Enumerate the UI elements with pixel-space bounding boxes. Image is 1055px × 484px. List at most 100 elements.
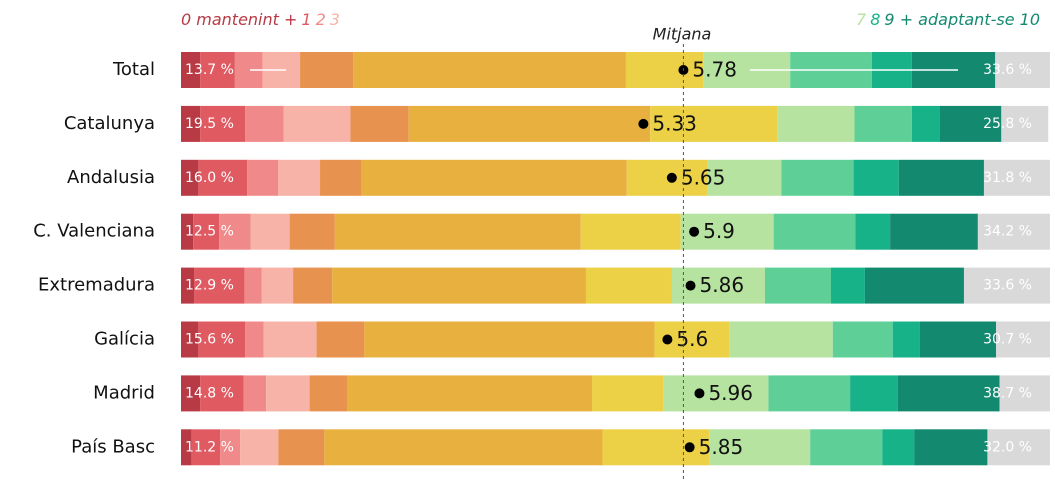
bar-segment (580, 213, 681, 250)
bar-segment (408, 105, 651, 142)
bar-segment (361, 159, 627, 196)
mean-label: Mitjana (653, 25, 712, 44)
mean-value: 5.9 (703, 219, 735, 243)
bar-segment (220, 429, 241, 466)
bar-segment (919, 321, 997, 358)
bar-segment (320, 159, 362, 196)
bar-segment (592, 375, 664, 412)
mean-dot (662, 334, 673, 345)
bar-segment (245, 321, 264, 358)
bar-segment (963, 267, 1050, 304)
bar-segment (729, 321, 833, 358)
bar-segment (364, 321, 655, 358)
high-share-label: 31.8 % (983, 170, 1032, 186)
bar-segment (897, 375, 1000, 412)
legend-item: 0 mantenint + (181, 10, 297, 29)
high-share-label: 32.0 % (983, 439, 1032, 455)
bar-segment (810, 429, 883, 466)
bar-segment (245, 105, 284, 142)
mean-value: 5.86 (700, 273, 745, 297)
low-share-label: 11.2 % (185, 439, 234, 455)
high-share-label: 33.6 % (983, 278, 1032, 294)
category-label: País Basc (71, 436, 155, 457)
bar-segment (777, 105, 855, 142)
legend-item: 9 + adaptant-se 10 (884, 10, 1040, 29)
bar-segment (261, 267, 294, 304)
bar-segment (850, 375, 898, 412)
low-share-label: 12.9 % (185, 278, 234, 294)
bar-segment (181, 159, 199, 196)
bar-segment (939, 105, 1002, 142)
bar-segment (882, 429, 915, 466)
high-share-label: 30.7 % (983, 332, 1032, 348)
bar-segment (200, 105, 246, 142)
mean-value: 5.78 (692, 58, 737, 82)
bar-segment (200, 52, 235, 88)
bar-segment (996, 321, 1050, 358)
category-label: Catalunya (64, 113, 155, 134)
bar-segment (773, 213, 856, 250)
bar-segment (247, 159, 279, 196)
bar-segment (854, 105, 912, 142)
bar-segment (293, 267, 333, 304)
low-share-label: 12.5 % (185, 224, 234, 240)
bar-segment (244, 267, 262, 304)
bar-segment (781, 159, 854, 196)
bar-segment (324, 429, 603, 466)
bar-segment (193, 213, 220, 250)
low-share-label: 14.8 % (185, 385, 234, 401)
high-share-label: 34.2 % (983, 224, 1032, 240)
bar-segment (181, 105, 201, 142)
bar-segment (987, 429, 1050, 466)
bar-segment (198, 159, 248, 196)
bar-segment (200, 375, 244, 412)
bar-segment (890, 213, 978, 250)
bar-segment (768, 375, 851, 412)
legend-item: 1 (301, 10, 311, 29)
bar-segment (332, 267, 586, 304)
bar-segment (194, 267, 245, 304)
bar-segment (278, 159, 321, 196)
bar-segment (283, 105, 351, 142)
bar-segment (263, 321, 317, 358)
bar-segment (289, 213, 335, 250)
mean-value: 5.96 (708, 381, 753, 405)
bar-segment (181, 375, 201, 412)
legend-item: 3 (330, 10, 340, 29)
bar-segment (585, 267, 672, 304)
bar-segment (864, 267, 964, 304)
bar-segment (832, 321, 893, 358)
bar-segment (1001, 105, 1049, 142)
low-share-label: 13.7 % (185, 62, 234, 78)
bar-segment (219, 213, 251, 250)
high-share-label: 38.7 % (983, 385, 1032, 401)
mean-dot (638, 118, 649, 129)
mean-dot (689, 226, 700, 237)
low-share-label: 19.5 % (185, 116, 234, 132)
legend-item: 8 (870, 10, 880, 29)
legend-item: 7 (856, 10, 867, 29)
mean-value: 5.65 (681, 165, 726, 189)
bar-segment (181, 213, 194, 250)
mean-value: 5.33 (652, 111, 697, 135)
bar-segment (250, 213, 290, 250)
bar-segment (983, 159, 1050, 196)
bar-segment (334, 213, 581, 250)
legend-low: 0 mantenint +1 2 3 (181, 10, 340, 29)
bar-segment (181, 52, 201, 88)
bar-segment (625, 52, 704, 88)
bar-segment (995, 52, 1050, 88)
bar-segment (353, 52, 626, 88)
bar-segment (191, 429, 221, 466)
bar-segment (346, 375, 593, 412)
bar-segment (181, 429, 192, 466)
bar-segment (898, 159, 984, 196)
bar-segment (999, 375, 1050, 412)
category-label: C. Valenciana (33, 221, 155, 242)
bar-segment (350, 105, 409, 142)
mean-value: 5.6 (676, 327, 708, 351)
bar-segment (240, 429, 279, 466)
mean-dot (685, 280, 696, 291)
